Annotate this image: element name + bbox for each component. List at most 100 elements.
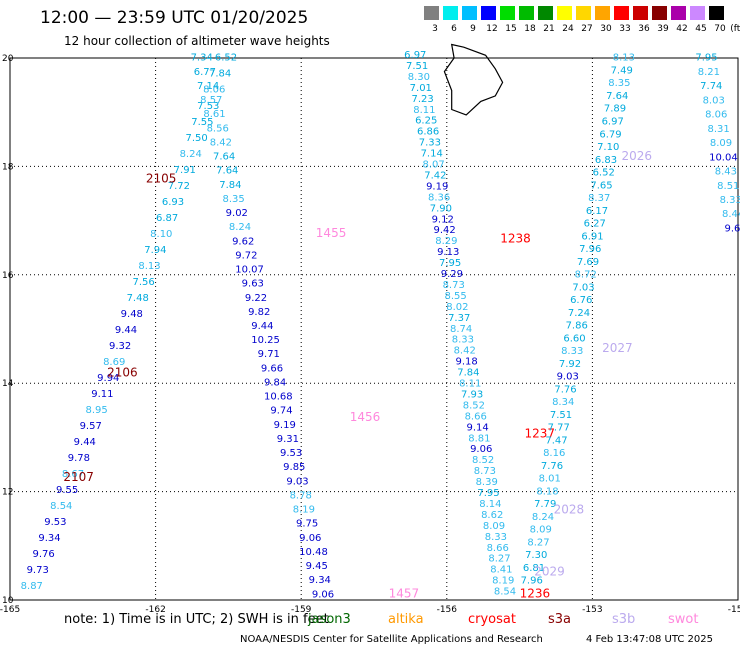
- wave-height-value: 7.23: [411, 94, 433, 105]
- wave-height-value: 8.14: [479, 499, 501, 510]
- pass-time-label: 1238: [500, 231, 531, 245]
- wave-height-value: 7.24: [568, 308, 590, 319]
- wave-height-value: 8.55: [444, 291, 466, 302]
- legend-label: 70: [714, 24, 726, 34]
- wave-height-value: 7.76: [541, 461, 563, 472]
- wave-height-value: 7.48: [127, 293, 149, 304]
- wave-height-value: 7.74: [700, 81, 722, 92]
- wave-height-value: 7.50: [185, 133, 207, 144]
- wave-height-value: 8.06: [705, 110, 727, 121]
- pass-time-label: 1456: [350, 410, 381, 424]
- wave-height-value: 8.24: [532, 512, 554, 523]
- wave-height-value: 7.95: [477, 488, 499, 499]
- wave-height-value: 8.62: [481, 510, 503, 521]
- wave-height-value: 10.48: [299, 547, 328, 558]
- wave-height-value: 9.42: [433, 225, 455, 236]
- wave-height-value: 9.06: [312, 589, 334, 600]
- wave-height-value: 9.32: [109, 341, 131, 352]
- wave-height-value: 7.30: [525, 550, 547, 561]
- wave-height-value: 8.52: [472, 455, 494, 466]
- wave-height-value: 6.27: [584, 219, 606, 230]
- wave-height-value: 8.18: [536, 486, 558, 497]
- wave-height-value: 8.44: [722, 209, 740, 220]
- wave-height-value: 8.27: [527, 538, 549, 549]
- legend-label: 24: [562, 24, 574, 34]
- x-tick-label: -162: [145, 605, 165, 615]
- wave-height-value: 6.60: [563, 333, 585, 344]
- wave-height-value: 7.64: [606, 91, 628, 102]
- wave-height-value: 7.64: [216, 166, 238, 177]
- legend-swatch: [595, 6, 610, 20]
- wave-height-value: 7.95: [439, 258, 461, 269]
- wave-height-value: 8.24: [229, 222, 251, 233]
- wave-height-value: 7.84: [219, 180, 241, 191]
- wave-height-value: 9.45: [306, 561, 328, 572]
- wave-height-value: 9.53: [280, 448, 302, 459]
- legend-swatch: [652, 6, 667, 20]
- wave-height-value: 8.24: [180, 149, 202, 160]
- map-title: 12:00 — 23:59 UTC 01/20/2025: [40, 8, 309, 28]
- pass-time-label: 2107: [63, 470, 94, 484]
- wave-height-value: 7.49: [611, 66, 633, 77]
- wave-height-value: 7.64: [213, 152, 235, 163]
- legend-label: 45: [695, 24, 707, 34]
- wave-height-value: 7.95: [695, 53, 717, 64]
- wave-height-value: 7.55: [191, 117, 213, 128]
- x-tick-label: -165: [0, 605, 20, 615]
- wave-height-value: 7.94: [144, 245, 166, 256]
- wave-height-value: 8.09: [483, 521, 505, 532]
- wave-height-value: 7.96: [579, 244, 601, 255]
- x-tick-label: -156: [437, 605, 458, 615]
- wave-height-value: 6.83: [595, 155, 617, 166]
- y-tick-label: 10: [2, 596, 14, 606]
- legend-swatch: [690, 6, 705, 20]
- legend-swatch: [576, 6, 591, 20]
- wave-height-value: 6.52: [215, 53, 237, 64]
- y-tick-label: 16: [2, 271, 14, 281]
- legend-unit: (ft): [730, 24, 740, 34]
- satellite-s3b: s3b: [612, 612, 636, 627]
- wave-height-value: 6.97: [602, 117, 624, 128]
- credit-text: NOAA/NESDIS Center for Satellite Applica…: [240, 634, 543, 645]
- wave-height-value: 7.76: [554, 384, 576, 395]
- wave-height-value: 9.73: [27, 565, 49, 576]
- wave-height-value: 9.14: [466, 422, 488, 433]
- wave-height-value: 7.96: [521, 576, 543, 587]
- wave-height-value: 8.73: [474, 466, 496, 477]
- legend-swatch: [614, 6, 629, 20]
- legend-swatch: [709, 6, 724, 20]
- satellite-s3a: s3a: [548, 612, 572, 627]
- legend-swatch: [462, 6, 477, 20]
- wave-height-value: 7.84: [457, 368, 479, 379]
- y-tick-label: 18: [2, 162, 14, 172]
- wave-height-value: 6.76: [570, 295, 592, 306]
- wave-height-value: 8.33: [452, 335, 474, 346]
- y-tick-label: 20: [2, 54, 14, 64]
- wave-height-value: 8.10: [150, 229, 172, 240]
- wave-height-value: 8.13: [613, 53, 635, 64]
- wave-height-value: 7.86: [566, 321, 588, 332]
- wave-height-value: 7.10: [597, 142, 619, 153]
- wave-height-value: 7.69: [577, 257, 599, 268]
- legend-label: 30: [600, 24, 612, 34]
- island-outline: [443, 43, 504, 116]
- wave-height-value: 8.31: [707, 124, 729, 135]
- wave-height-value: 8.52: [463, 400, 485, 411]
- wave-height-value: 7.51: [550, 410, 572, 421]
- pass-time-label: 1455: [316, 226, 347, 240]
- wave-height-value: 6.77: [194, 67, 216, 78]
- wave-height-value: 6.93: [162, 197, 184, 208]
- map-frame: [9, 57, 739, 601]
- pass-time-label: 2106: [107, 366, 138, 380]
- wave-height-value: 9.44: [115, 325, 137, 336]
- legend-label: 12: [486, 24, 498, 34]
- satellite-swot: swot: [668, 612, 699, 627]
- wave-height-value: 7.37: [448, 313, 470, 324]
- pass-time-label: 1236: [520, 586, 551, 600]
- wave-height-value: 8.73: [443, 280, 465, 291]
- wave-height-value: 8.33: [561, 346, 583, 357]
- wave-height-value: 6.17: [586, 206, 608, 217]
- pass-time-label: 2026: [622, 149, 653, 163]
- wave-height-value: 6.79: [599, 129, 621, 140]
